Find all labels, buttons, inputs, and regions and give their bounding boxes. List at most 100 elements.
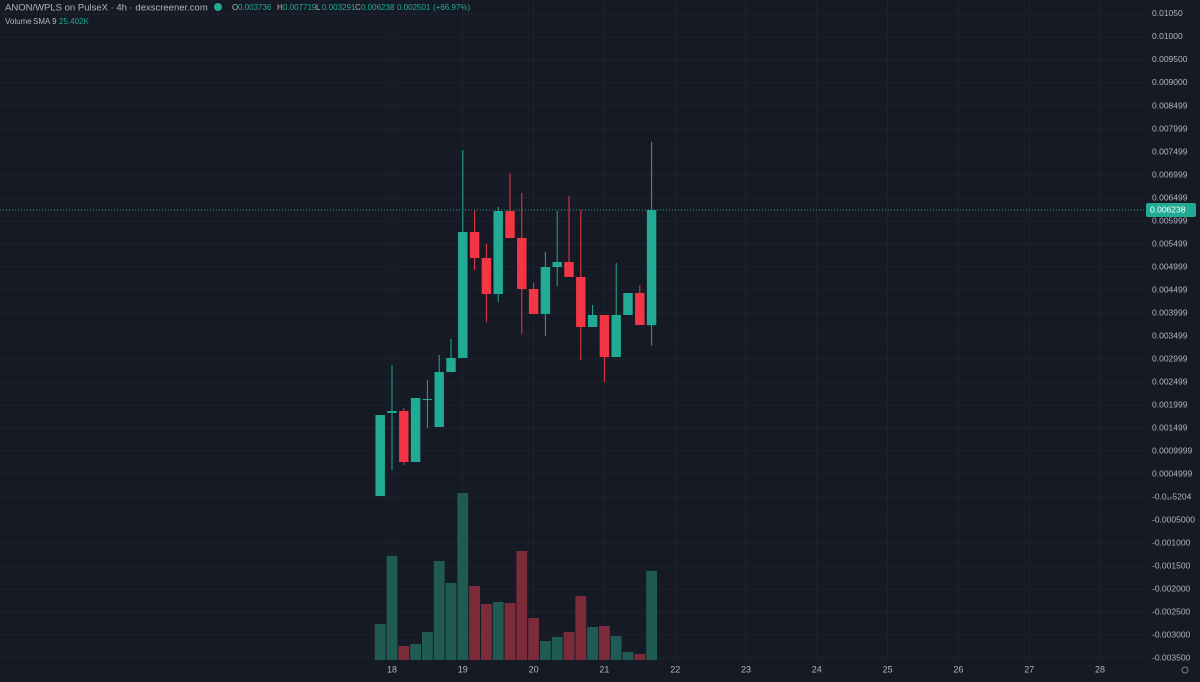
candle-body: [528, 288, 539, 315]
candle-body: [587, 314, 598, 327]
volume-bar: [457, 493, 469, 660]
header-c-label: C: [355, 3, 361, 12]
candle-body: [375, 414, 385, 497]
status-dot: [214, 3, 222, 11]
candle-body: [481, 257, 492, 295]
y-tick-label: 0.009000: [1152, 77, 1188, 87]
y-tick-label: 0.006499: [1152, 192, 1188, 202]
volume-bar: [422, 632, 433, 660]
y-tick-label: 0.004499: [1152, 284, 1188, 294]
x-tick-label: 18: [387, 664, 397, 674]
header-l: 0.003291: [322, 3, 356, 12]
volume-bar: [634, 654, 646, 660]
y-tick-label: -0.0005000: [1152, 514, 1195, 524]
y-tick-label: 0.004999: [1152, 261, 1188, 271]
volume-bar: [575, 596, 587, 660]
y-tick-label: -0.001000: [1152, 537, 1191, 547]
candle-body: [646, 210, 657, 326]
y-tick-label: 0.001499: [1152, 422, 1188, 432]
header-change-pct: (+66.97%): [433, 3, 470, 12]
y-tick-label: 0.007999: [1152, 123, 1188, 133]
volume-bar: [551, 637, 563, 660]
header-h: 0.007719: [283, 3, 317, 12]
header-l-label: L: [316, 3, 321, 12]
y-tick-label: -0.003500: [1152, 652, 1191, 662]
candle-body: [564, 261, 574, 277]
volume-bar: [433, 561, 445, 660]
y-tick-label: 0.005499: [1152, 238, 1188, 248]
candle-body: [505, 211, 515, 239]
candle-body: [635, 292, 645, 326]
y-tick-label: 0.0004999: [1152, 468, 1192, 478]
x-tick-label: 20: [529, 664, 539, 674]
volume-bar: [410, 644, 421, 660]
axis: 0.01050 0.01000 0.009500 0.009000 0.008499 0.…: [387, 8, 1196, 674]
candle-body: [446, 357, 456, 373]
header-o: 0.003736: [238, 3, 272, 12]
volume-bar: [646, 571, 657, 660]
y-tick-label: 0.003499: [1152, 330, 1188, 340]
chart-title: ANON/WPLS on PulseX · 4h · dexscreener.c…: [5, 3, 208, 14]
y-tick-label: -0.002000: [1152, 583, 1191, 593]
candle-body: [410, 398, 421, 463]
candle-body: [493, 211, 503, 295]
header-h-label: H: [277, 3, 283, 12]
candle-body: [517, 238, 527, 289]
y-tick-label: 0.006999: [1152, 169, 1188, 179]
candle-body: [552, 261, 562, 267]
volume-bar: [563, 632, 575, 660]
volume-bar: [386, 556, 398, 660]
y-tick-label: 0.007499: [1152, 146, 1188, 156]
volume-bar: [374, 624, 386, 660]
y-tick-label: 0.002999: [1152, 353, 1188, 363]
y-tick-label: -0.001500: [1152, 560, 1191, 570]
candle-body: [469, 231, 480, 258]
x-tick-label: 24: [812, 664, 822, 674]
y-tick-label: 0.002499: [1152, 376, 1188, 386]
x-tick-label: 22: [670, 664, 680, 674]
volume-bar: [528, 618, 539, 660]
candle-body: [434, 372, 444, 427]
candle-body: [623, 292, 633, 315]
candle-body: [611, 314, 621, 358]
candle-body: [458, 231, 468, 358]
x-tick-label: 23: [741, 664, 751, 674]
y-tick-label: 0.01050: [1152, 8, 1183, 18]
volume-label: Volume: [5, 17, 32, 26]
volume-bar: [398, 646, 410, 660]
candle-body: [576, 276, 586, 327]
volume-bar: [516, 551, 528, 660]
grid: [0, 0, 1145, 660]
settings-icon[interactable]: [1181, 666, 1189, 674]
volume-bar: [469, 586, 480, 660]
candle-body: [599, 314, 610, 358]
y-tick-label: 0.009500: [1152, 54, 1188, 64]
y-tick-label: 0.008499: [1152, 100, 1188, 110]
volume-bar: [504, 603, 516, 660]
y-tick-label: 0.003999: [1152, 307, 1188, 317]
candle-body: [422, 399, 433, 401]
x-tick-label: 27: [1024, 664, 1034, 674]
volume-bar: [610, 636, 622, 660]
candle-body: [387, 410, 397, 414]
ohlc-header: O 0.003736 H 0.007719 L 0.003291 C 0.006238 0.00…: [232, 3, 470, 12]
volume-bar: [445, 583, 457, 660]
volume-bar: [622, 652, 634, 660]
y-tick-label: -0.002500: [1152, 606, 1191, 616]
x-tick-label: 28: [1095, 664, 1105, 674]
last-price-tag: [1146, 203, 1196, 218]
volume-bar: [599, 626, 610, 660]
plot: [0, 141, 1145, 660]
volume-bar: [492, 602, 504, 660]
y-tick-label: 0.01000: [1152, 31, 1183, 41]
volume-bar: [540, 641, 551, 660]
candle-body: [540, 266, 551, 315]
volume-bar: [481, 604, 492, 660]
x-tick-label: 19: [458, 664, 468, 674]
last-price-label: 0.006238: [1150, 204, 1186, 214]
y-tick-label: 0.0009999: [1152, 445, 1192, 455]
y-tick-label: -0.0₁₇5204: [1152, 491, 1192, 501]
x-tick-label: 26: [953, 664, 963, 674]
y-tick-label: 0.005999: [1152, 215, 1188, 225]
